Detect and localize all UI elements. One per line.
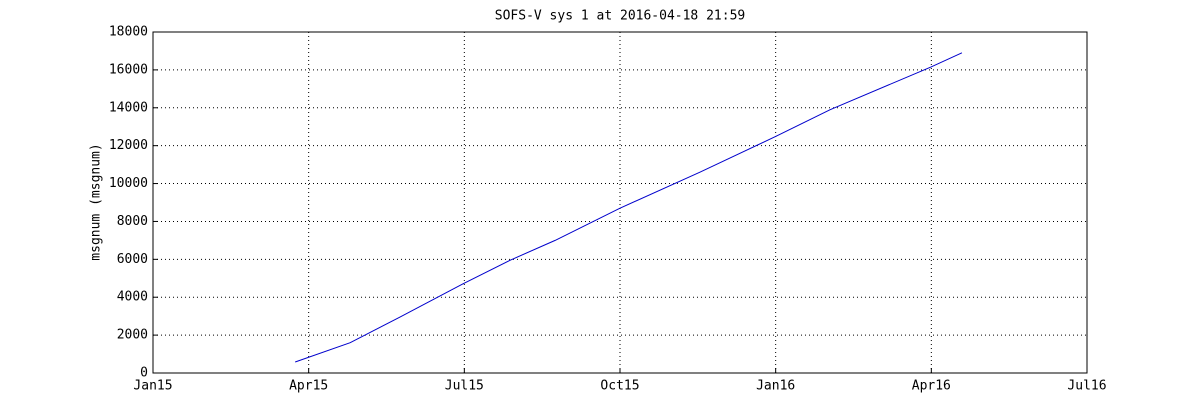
y-tick-label: 8000 xyxy=(117,214,148,229)
x-tick-label: Jan16 xyxy=(756,379,795,394)
data-line xyxy=(295,52,963,363)
y-tick-label: 14000 xyxy=(109,100,148,115)
y-tick-label: 16000 xyxy=(109,62,148,77)
y-tick-label: 4000 xyxy=(117,290,148,305)
chart-title: SOFS-V sys 1 at 2016-04-18 21:59 xyxy=(495,9,745,24)
x-tick-label: Apr15 xyxy=(289,379,328,394)
y-tick-label: 10000 xyxy=(109,176,148,191)
y-tick-label: 18000 xyxy=(109,25,148,40)
y-tick-label: 2000 xyxy=(117,328,148,343)
y-axis-label: msgnum (msgnum) xyxy=(89,143,104,260)
y-tick-label: 0 xyxy=(140,366,148,381)
y-tick-label: 12000 xyxy=(109,138,148,153)
x-tick-label: Jul15 xyxy=(445,379,484,394)
y-tick-label: 6000 xyxy=(117,252,148,267)
x-tick-label: Jul16 xyxy=(1067,379,1106,394)
x-tick-label: Jan15 xyxy=(133,379,172,394)
x-tick-label: Apr16 xyxy=(912,379,951,394)
x-tick-label: Oct15 xyxy=(600,379,639,394)
plot-frame xyxy=(152,31,1088,374)
